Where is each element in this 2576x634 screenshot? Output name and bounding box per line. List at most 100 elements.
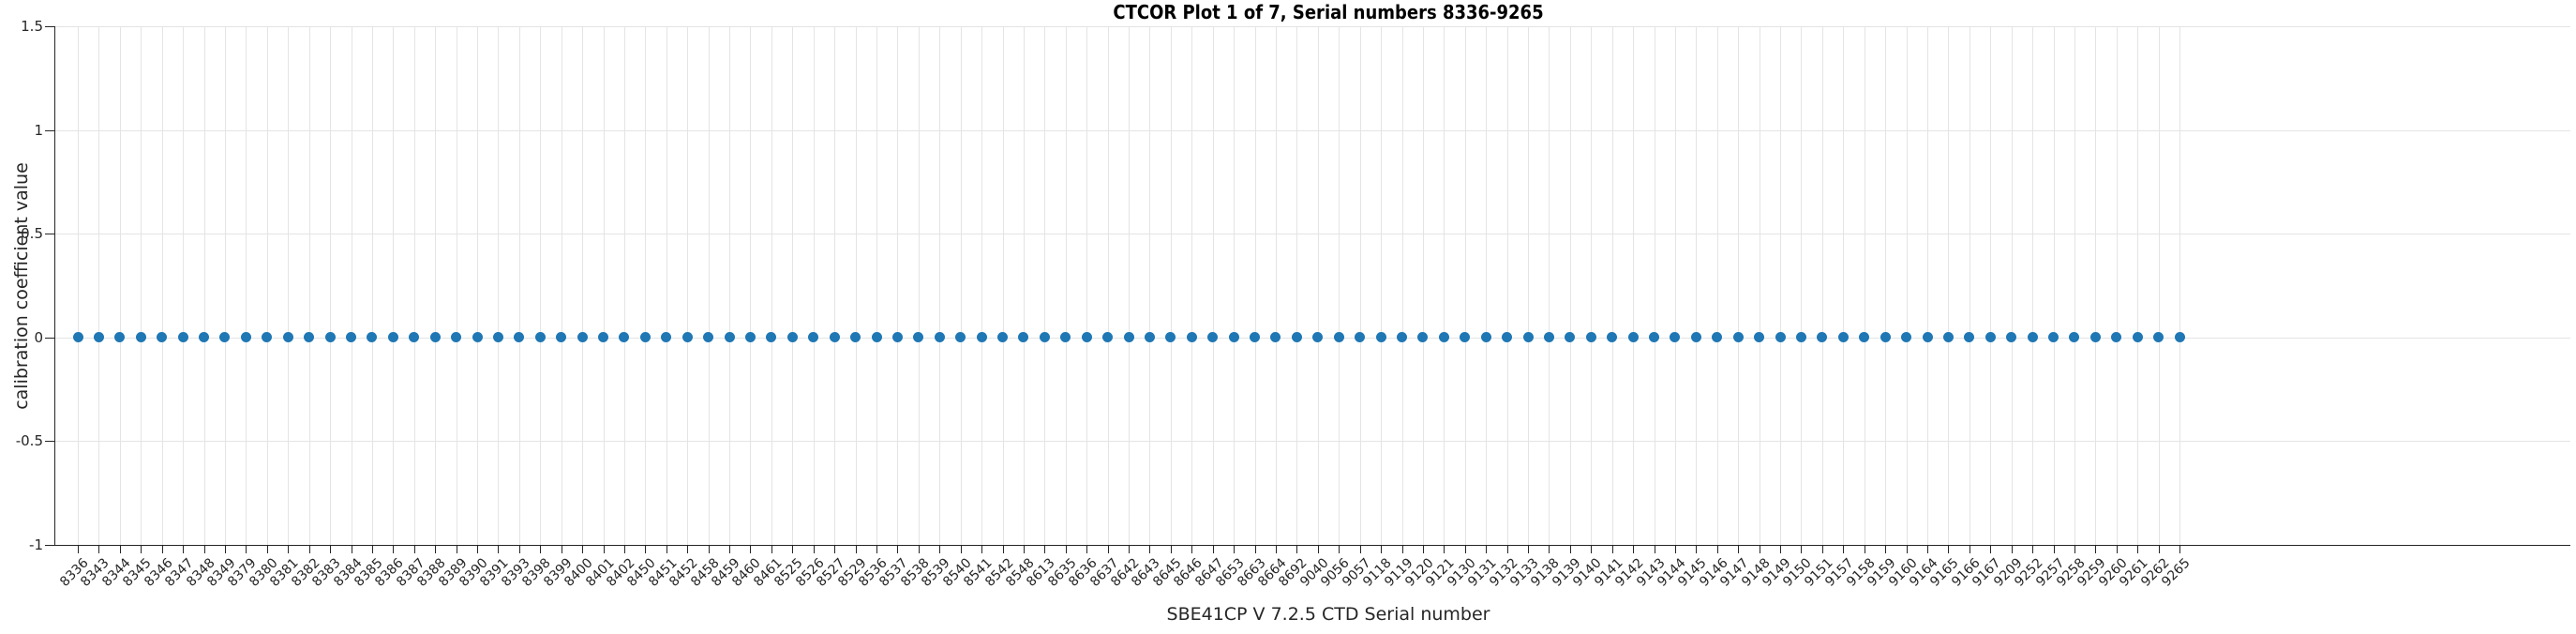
data-point — [346, 332, 356, 343]
x-axis-tick — [623, 546, 625, 553]
grid-line-vertical — [246, 26, 247, 545]
x-axis-tick — [1359, 546, 1361, 553]
grid-line-vertical — [1611, 26, 1613, 545]
x-axis-label: SBE41CP V 7.2.5 CTD Serial number — [1166, 604, 1490, 625]
grid-line-vertical — [119, 26, 121, 545]
x-axis-tick — [1107, 546, 1109, 553]
grid-line-vertical — [1422, 26, 1424, 545]
x-axis-tick — [2137, 546, 2139, 553]
grid-line-vertical — [960, 26, 962, 545]
grid-line-vertical — [1780, 26, 1781, 545]
data-point — [997, 332, 1008, 343]
grid-line-vertical — [1716, 26, 1718, 545]
x-axis-tick — [330, 546, 331, 553]
grid-line-vertical — [2011, 26, 2013, 545]
grid-line-vertical — [183, 26, 185, 545]
x-axis-tick — [2032, 546, 2034, 553]
data-point — [2153, 332, 2164, 343]
x-axis-tick — [834, 546, 836, 553]
x-axis-tick — [1528, 546, 1529, 553]
data-point — [1795, 332, 1806, 343]
grid-line-vertical — [1044, 26, 1046, 545]
grid-line-vertical — [2116, 26, 2118, 545]
x-axis-tick — [308, 546, 310, 553]
x-axis-tick — [266, 546, 268, 553]
grid-line-vertical — [750, 26, 752, 545]
x-axis-tick — [1339, 546, 1340, 553]
grid-line-vertical — [582, 26, 584, 545]
data-point — [2006, 332, 2017, 343]
x-axis-tick — [708, 546, 710, 553]
grid-line-vertical — [1359, 26, 1361, 545]
grid-line-vertical — [1129, 26, 1130, 545]
grid-line-vertical — [1569, 26, 1571, 545]
data-point — [492, 332, 503, 343]
data-point — [891, 332, 903, 343]
data-point — [829, 332, 840, 343]
grid-line-vertical — [813, 26, 815, 545]
x-axis-tick — [2158, 546, 2160, 553]
grid-line-vertical — [645, 26, 647, 545]
x-axis-tick — [1149, 546, 1151, 553]
x-axis-tick — [1044, 546, 1046, 553]
data-point — [240, 332, 251, 343]
grid-line-vertical — [1381, 26, 1382, 545]
data-point — [157, 332, 168, 343]
data-point — [534, 332, 546, 343]
grid-line-vertical — [1191, 26, 1193, 545]
y-axis-label: calibration coefficient value — [11, 162, 32, 410]
x-axis-tick — [141, 546, 142, 553]
x-axis-tick — [2074, 546, 2075, 553]
grid-line-vertical — [666, 26, 667, 545]
x-axis-tick — [960, 546, 962, 553]
x-axis-tick — [645, 546, 647, 553]
data-point — [1123, 332, 1134, 343]
grid-line-vertical — [1486, 26, 1488, 545]
x-axis-tick — [413, 546, 415, 553]
grid-line-vertical — [1801, 26, 1803, 545]
x-axis-tick — [1674, 546, 1676, 553]
grid-line-vertical — [266, 26, 268, 545]
x-axis-tick — [1317, 546, 1319, 553]
grid-line-vertical — [1696, 26, 1698, 545]
grid-line-vertical — [1002, 26, 1004, 545]
data-point — [1438, 332, 1449, 343]
grid-line-horizontal — [54, 26, 2570, 27]
data-point — [1565, 332, 1576, 343]
x-axis-tick — [1843, 546, 1845, 553]
x-axis-tick — [1611, 546, 1613, 553]
data-point — [1942, 332, 1954, 343]
grid-line-vertical — [1990, 26, 1992, 545]
grid-line-vertical — [771, 26, 772, 545]
data-point — [766, 332, 777, 343]
data-point — [2069, 332, 2080, 343]
data-point — [1901, 332, 1911, 343]
grid-line-vertical — [1633, 26, 1635, 545]
data-point — [1585, 332, 1596, 343]
x-axis-tick — [1801, 546, 1803, 553]
data-point — [1754, 332, 1765, 343]
y-axis-tick — [45, 129, 54, 131]
data-point — [93, 332, 104, 343]
data-point — [114, 332, 126, 343]
grid-line-vertical — [855, 26, 857, 545]
data-point — [1417, 332, 1429, 343]
grid-line-vertical — [1149, 26, 1151, 545]
grid-line-vertical — [603, 26, 605, 545]
data-point — [1375, 332, 1386, 343]
x-axis-tick — [1401, 546, 1403, 553]
y-tick-label: 1 — [34, 121, 43, 139]
grid-line-vertical — [1528, 26, 1529, 545]
grid-line-vertical — [1275, 26, 1277, 545]
data-point — [1607, 332, 1618, 343]
grid-line-vertical — [78, 26, 79, 545]
x-axis-tick — [939, 546, 941, 553]
data-point — [1859, 332, 1870, 343]
x-axis-tick — [518, 546, 520, 553]
grid-line-vertical — [1065, 26, 1067, 545]
x-axis-tick — [897, 546, 899, 553]
y-axis-tick — [45, 26, 54, 27]
grid-line-vertical — [371, 26, 373, 545]
x-axis-tick — [98, 546, 100, 553]
grid-line-vertical — [918, 26, 920, 545]
